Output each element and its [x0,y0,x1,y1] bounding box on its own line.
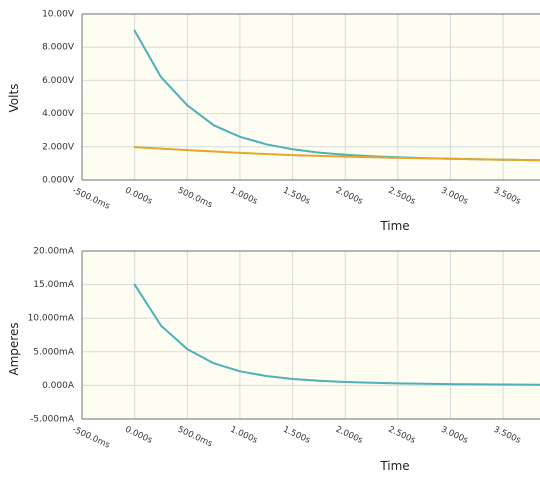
y-tick-label: 5.000mA [33,347,75,357]
y-tick-label: 20.00mA [33,247,75,257]
x-tick-label: 500.0ms [176,425,214,450]
series-line-1 [133,283,540,386]
x-tick-label: 1.000s [229,186,260,207]
y-tick-label: 10.00V [42,10,75,20]
y-tick-label: 0.000V [42,176,75,186]
y-tick-label: 10.000mA [28,314,75,324]
series-line-2 [133,146,540,162]
x-tick-label: 1.000s [229,425,260,446]
x-tick-label: 1.500s [281,425,312,446]
x-tick-label: 2.500s [387,186,418,207]
x-tick-label: 0.000s [123,425,154,446]
x-tick-label: 500.0ms [176,186,214,211]
x-tick-label: 2.500s [387,425,418,446]
chart-panel-2: -500.0ms 0.000s 500.0ms 1.000s 1.500s 2.000s 2… [7,247,540,473]
chart-panel-1: -500.0ms 0.000s 500.0ms 1.000s 1.500s 2.000s 2… [7,10,540,233]
x-tick-label: 2.000s [334,425,365,446]
y-tick-label: 4.000V [42,109,75,119]
x-tick-label: 1.500s [281,186,312,207]
x-tick-label: 3.500s [492,186,523,207]
x-tick-label: 0.000s [123,186,154,207]
y-tick-label: -5.000mA [30,415,75,425]
y-tick-label: 0.000A [42,381,75,391]
x-tick-label: -500.0ms [71,425,112,451]
plot-area [82,251,540,419]
x-tick-label: 3.000s [439,186,470,207]
y-tick-label: 15.00mA [33,280,75,290]
y-axis-title: Amperes [7,322,21,375]
y-tick-label: 8.000V [42,43,75,53]
x-tick-label: 3.000s [439,425,470,446]
y-axis-title: Volts [7,84,21,113]
y-tick-label: 6.000V [42,76,75,86]
x-tick-label: 3.500s [492,425,523,446]
x-axis-title: Time [379,219,409,233]
x-tick-label: -500.0ms [71,186,112,212]
x-tick-label: 2.000s [334,186,365,207]
y-tick-label: 2.000V [42,142,75,152]
x-axis-title: Time [379,459,409,473]
